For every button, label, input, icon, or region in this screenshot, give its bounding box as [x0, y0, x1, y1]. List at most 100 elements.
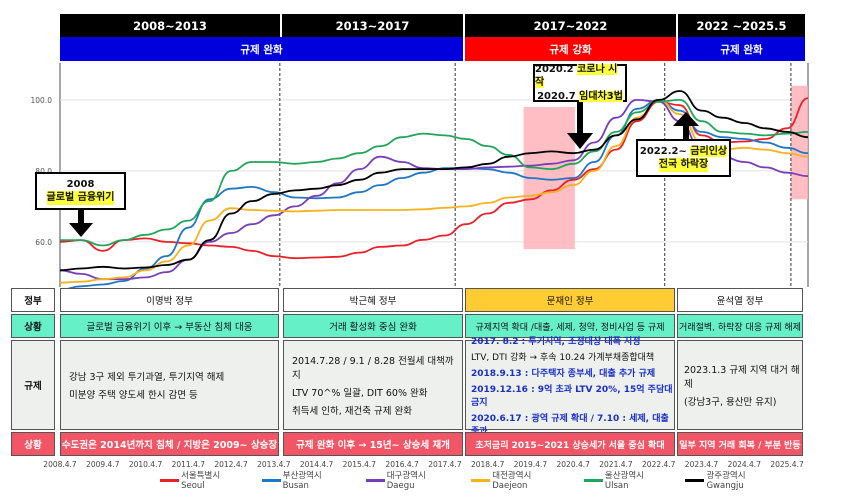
gov-park: 박근혜 정부 — [283, 288, 463, 312]
legend-label: 대구광역시 Daegu — [386, 471, 426, 491]
legend-item: 광주광역시 Gwangju — [685, 471, 782, 491]
legend-item: 울산광역시 Ulsan — [583, 471, 668, 491]
row-label-regulation: 규제 — [11, 340, 55, 430]
regulation-line: LTV 70^% 일괄, DIT 60% 완화 — [292, 388, 428, 399]
situation-moon: 규제지역 확대 /대출, 세제, 청약, 정비사업 등 규제 — [465, 314, 675, 338]
x-tick-label: 2016.4.7 — [385, 460, 419, 469]
regulation-yoon: 2023.1.3 규제 지역 대거 해제 (강남3구, 용산만 유지) — [677, 340, 803, 430]
annotation-gfc: 2008 글로벌 금융위기 — [35, 172, 126, 210]
policy-band-tightening: 규제 강화 — [465, 37, 676, 61]
period-separator — [676, 14, 678, 37]
x-tick-label: 2020.4.7 — [557, 460, 591, 469]
arrow-down-icon — [69, 210, 93, 237]
period-separator — [280, 14, 282, 37]
regulation-line: LTV, DTI 강화 → 후속 10.24 가계부채종합대책 — [471, 352, 655, 363]
x-tick-label: 2015.4.7 — [343, 460, 377, 469]
legend-label: 부산광역시 Busan — [282, 471, 322, 491]
x-tick-label: 2023.4.7 — [685, 460, 719, 469]
x-tick-label: 2021.4.7 — [599, 460, 633, 469]
regulation-line: 2023.1.3 규제 지역 대거 해제 — [684, 365, 800, 390]
situation2-park: 규제 완화 이후 → 15년~ 상승세 재개 — [283, 432, 463, 456]
period-header-2022-2025: 2022 ~2025.5 — [678, 14, 805, 37]
series-line-seoul — [59, 97, 809, 260]
chart-legend: 서울특별시 Seoul 부산광역시 Busan 대구광역시 Daegu 대전광역시 D… — [160, 471, 800, 491]
y-tick-label: 80.0 — [35, 167, 52, 176]
annotation-gfc-text: 글로벌 금융위기 — [46, 191, 115, 205]
rate-date: 2022.2~ — [639, 145, 687, 157]
x-tick-label: 2009.4.7 — [86, 460, 120, 469]
x-tick-label: 2013.4.7 — [257, 460, 291, 469]
x-tick-label: 2018.4.7 — [471, 460, 505, 469]
x-tick-label: 2017.4.7 — [428, 460, 462, 469]
covid-date1: 2020.2 — [535, 63, 574, 75]
x-tick-label: 2022.4.7 — [642, 460, 676, 469]
x-tick-label: 2011.4.7 — [172, 460, 206, 469]
legend-swatch — [365, 478, 385, 482]
legend-item: 부산광역시 Busan — [261, 471, 348, 491]
regulation-line: 2018.9.13 : 다주택자 종부세, 대출 추가 규제 — [471, 368, 656, 379]
regulation-line: 2020.6.17 : 광역 규제 확대 / 7.10 : 세제, 대출 중과 — [471, 413, 669, 437]
regulation-line: (강남3구, 용산만 유지) — [684, 397, 777, 408]
arrow-down-icon — [567, 102, 593, 149]
legend-label: 서울특별시 Seoul — [181, 471, 221, 491]
period-separator — [463, 14, 465, 37]
situation-yoon: 거래절벽, 하락장 대응 규제 해제 — [677, 314, 803, 338]
x-tick-label: 2025.4.7 — [770, 460, 804, 469]
series-line-daejeon — [59, 99, 809, 284]
regulation-line: 2019.12.16 : 9억 초과 LTV 20%, 15억 주담대 금지 — [471, 384, 673, 408]
x-tick-label: 2008.4.7 — [43, 460, 77, 469]
situation2-lee: 수도권은 2014년까지 침체 / 지방은 2009~ 상승장 — [60, 432, 279, 456]
regulation-park: 2014.7.28 / 9.1 / 8.28 전월세 대책까지 LTV 70^% … — [283, 340, 463, 430]
period-header-2017-2022: 2017~2022 — [465, 14, 676, 37]
row-label-situation: 상황 — [11, 314, 55, 338]
regulation-line: 미분양 주택 양도세 한시 감면 등 — [69, 390, 198, 401]
regulation-line: 강남 3구 제외 투기과열, 투기지역 해제 — [69, 372, 225, 383]
x-tick-label: 2012.4.7 — [214, 460, 248, 469]
policy-band-easing-1: 규제 완화 — [60, 37, 463, 61]
legend-label: 광주광역시 Gwangju — [706, 471, 746, 491]
regulation-lines: 2017. 8.2 : 투기지역, 조정대상 대폭 지정 LTV, DTI 강화 … — [471, 334, 674, 437]
legend-label: 대전광역시 Daejeon — [492, 471, 532, 491]
arrow-up-icon — [673, 112, 699, 140]
series-line-ulsan — [60, 99, 809, 247]
situation2-moon: 초저금리 2015~2021 상승세가 서울 중심 확대 — [465, 432, 675, 456]
regulation-line: 2014.7.28 / 9.1 / 8.28 전월세 대책까지 — [292, 356, 454, 381]
regulation-moon: 2017. 8.2 : 투기지역, 조정대상 대폭 지정 LTV, DTI 강화 … — [465, 337, 675, 437]
situation-lee: 글로벌 금융위기 이후 → 부동산 침체 대응 — [60, 314, 279, 338]
annotation-rate-hike: 2022.2~ 금리인상 전국 하락장 — [636, 139, 731, 177]
rate-market: 전국 하락장 — [658, 158, 709, 172]
regulation-lines: 2014.7.28 / 9.1 / 8.28 전월세 대책까지 LTV 70^% … — [292, 353, 462, 417]
row-label-government: 정부 — [11, 288, 55, 312]
annotation-covid: 2020.2 코로나 시작 2020.7 임대차3법 — [533, 63, 627, 102]
y-tick-label: 100.0 — [31, 96, 53, 105]
policy-band-easing-2: 규제 완화 — [678, 37, 805, 61]
covid-date2: 2020.7 — [537, 90, 576, 102]
legend-swatch — [160, 478, 180, 482]
legend-item: 대전광역시 Daejeon — [471, 471, 566, 491]
rate-event: 금리인상 — [690, 145, 728, 157]
gov-lee: 이명박 정부 — [60, 288, 279, 312]
x-tick-label: 2014.4.7 — [300, 460, 334, 469]
legend-swatch — [685, 478, 705, 482]
legend-label: 울산광역시 Ulsan — [604, 471, 644, 491]
regulation-lines: 2023.1.3 규제 지역 대거 해제 (강남3구, 용산만 유지) — [684, 362, 802, 408]
gov-moon: 문재인 정부 — [465, 288, 675, 312]
series-line-busan — [59, 99, 809, 291]
period-header-2008-2013: 2008~2013 — [60, 14, 280, 37]
legend-swatch — [261, 478, 281, 482]
situation2-yoon: 일부 지역 거래 회복 / 부분 반등 — [677, 432, 803, 456]
situation-park: 거래 활성화 중심 완화 — [283, 314, 463, 338]
annotation-gfc-year: 2008 — [66, 178, 95, 190]
legend-swatch — [583, 478, 603, 482]
series-line-gwangju — [59, 90, 809, 272]
regulation-line: 취득세 인하, 재건축 규제 완화 — [292, 406, 412, 417]
legend-item: 서울특별시 Seoul — [160, 471, 244, 491]
legend-item: 대구광역시 Daegu — [365, 471, 454, 491]
y-tick-label: 60.0 — [35, 238, 52, 247]
legend-swatch — [471, 478, 491, 482]
x-tick-label: 2019.4.7 — [514, 460, 548, 469]
x-tick-label: 2010.4.7 — [129, 460, 163, 469]
row-label-situation2: 상황 — [11, 432, 55, 456]
